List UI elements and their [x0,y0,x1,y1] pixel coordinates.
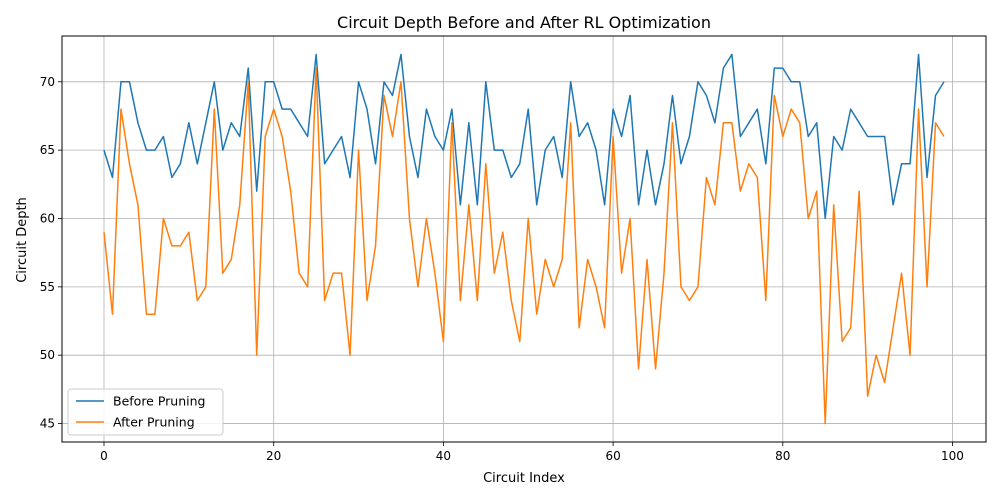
y-tick-label: 65 [40,143,55,157]
x-tick-label: 40 [436,449,451,463]
y-tick-label: 45 [40,417,55,431]
grid-lines [62,36,986,442]
x-tick-label: 60 [605,449,620,463]
series-line-after-pruning [103,67,945,425]
plot-frame [61,35,987,443]
series-line-before-pruning [103,53,945,220]
y-tick-label: 50 [40,348,55,362]
x-tick-label: 0 [100,449,108,463]
y-tick-label: 70 [40,75,55,89]
chart-title: Circuit Depth Before and After RL Optimi… [337,13,711,32]
y-axis-label: Circuit Depth [15,197,30,283]
legend-label: Before Pruning [113,394,205,409]
axis-ticks: 0 20 40 60 80 100 45 50 55 60 65 70 [40,75,964,463]
y-tick-label: 60 [40,211,55,225]
y-tick-label: 55 [40,280,55,294]
legend: Before Pruning After Pruning [67,388,224,436]
legend-label: After Pruning [113,415,195,430]
legend-box [67,388,224,436]
x-tick-label: 20 [266,449,281,463]
series-lines [103,53,945,425]
x-axis-label: Circuit Index [483,471,565,486]
x-tick-label: 100 [941,449,964,463]
x-tick-label: 80 [775,449,790,463]
